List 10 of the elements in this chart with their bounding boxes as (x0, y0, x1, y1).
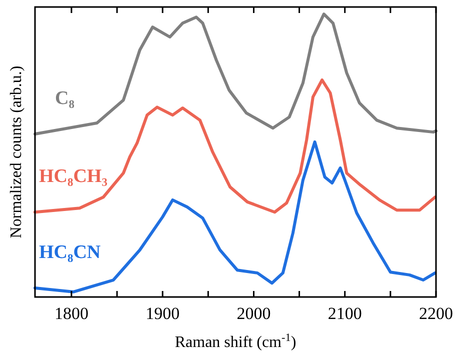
series-label: C₈ (55, 88, 75, 110)
series-label: HC₈CN (39, 242, 101, 263)
x-axis-title: Raman shift (cm$^{-1}$) (174, 332, 296, 351)
x-tick-label: 2100 (328, 304, 362, 323)
x-tick-label: 2200 (419, 304, 453, 323)
x-tick-label: 1900 (146, 304, 180, 323)
y-axis-title: Normalized counts (arb.u.) (8, 66, 25, 238)
x-tick-label: 1800 (54, 304, 88, 323)
series-label: HC₈CH₃ (39, 166, 108, 188)
x-tick-label: 2000 (236, 304, 271, 323)
